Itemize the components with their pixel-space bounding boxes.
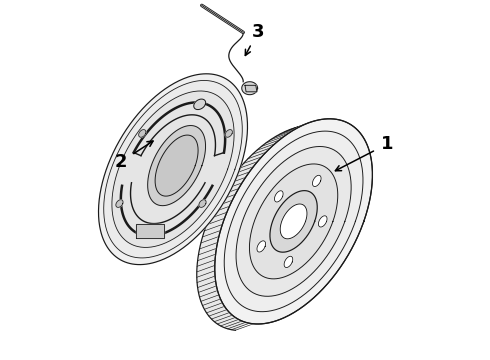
Polygon shape	[224, 131, 363, 312]
Polygon shape	[136, 224, 164, 238]
Polygon shape	[116, 200, 123, 207]
Polygon shape	[139, 130, 146, 137]
Polygon shape	[270, 191, 317, 252]
Polygon shape	[257, 241, 266, 252]
Polygon shape	[215, 119, 372, 324]
Text: 2: 2	[115, 153, 127, 171]
Polygon shape	[199, 200, 206, 207]
Text: 1: 1	[381, 135, 393, 153]
Polygon shape	[313, 175, 321, 186]
Polygon shape	[242, 82, 258, 95]
Polygon shape	[249, 164, 338, 279]
Polygon shape	[215, 119, 372, 324]
Polygon shape	[274, 191, 283, 202]
Polygon shape	[104, 81, 242, 258]
Polygon shape	[194, 99, 206, 109]
Polygon shape	[155, 135, 198, 196]
Polygon shape	[236, 147, 351, 296]
Polygon shape	[225, 130, 232, 137]
Polygon shape	[197, 120, 318, 330]
Text: 3: 3	[251, 23, 264, 41]
Polygon shape	[284, 256, 293, 267]
Polygon shape	[98, 74, 247, 265]
Polygon shape	[245, 85, 257, 92]
Polygon shape	[147, 126, 205, 206]
Polygon shape	[280, 204, 307, 239]
Polygon shape	[318, 216, 327, 227]
Polygon shape	[112, 91, 234, 247]
